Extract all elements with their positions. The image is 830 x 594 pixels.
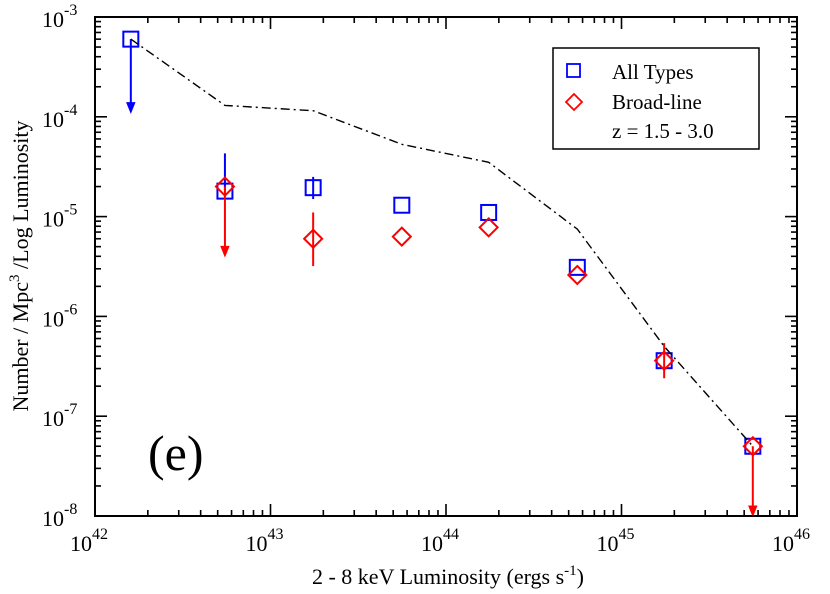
- square-marker: [393, 196, 411, 214]
- data-point: [391, 226, 413, 248]
- diamond-marker: [391, 226, 413, 248]
- data-point: [122, 30, 140, 115]
- panel-label: (e): [148, 425, 204, 481]
- y-tick-label: 10-6: [42, 301, 77, 331]
- legend-marker-broad-line: [564, 92, 584, 112]
- data-point: [742, 435, 764, 518]
- data-point: [478, 216, 500, 238]
- plot-frame: [94, 16, 798, 517]
- data-point: [653, 343, 675, 379]
- y-tick-label: 10-4: [42, 102, 77, 132]
- tick-labels: 1042 1043 1044 1045 1046 10-8 10-7 10-6 10-5 10-4…: [42, 2, 810, 556]
- y-axis-title-sup: 3: [7, 274, 23, 282]
- y-tick-label: 10-8: [42, 501, 77, 531]
- legend-label-all-types: All Types: [612, 60, 694, 84]
- diamond-marker: [302, 228, 324, 250]
- series-broad-line: [214, 176, 764, 518]
- data-point: [304, 176, 322, 200]
- data-point: [566, 264, 588, 286]
- diamond-marker: [653, 350, 675, 372]
- legend-marker-all-types: [566, 63, 581, 78]
- y-tick-label: 10-3: [42, 2, 77, 32]
- x-tick-label: 1045: [597, 526, 635, 556]
- data-point: [393, 196, 411, 214]
- y-tick-label: 10-7: [42, 401, 77, 431]
- data-point: [214, 176, 236, 258]
- y-tick-label: 10-5: [42, 202, 77, 232]
- x-axis-title: 2 - 8 keV Luminosity (ergs s-1): [312, 563, 584, 589]
- series-all-types: [122, 30, 762, 455]
- upper-limit-arrow-head: [748, 505, 758, 518]
- x-axis-title-sup: -1: [564, 563, 577, 579]
- data-point: [480, 203, 498, 221]
- x-axis-title-end: ): [577, 564, 584, 589]
- square-marker: [304, 179, 322, 197]
- x-axis-title-main: 2 - 8 keV Luminosity (ergs s: [312, 564, 564, 589]
- y-axis-title-main: Number / Mpc: [8, 282, 33, 412]
- x-tick-label: 1042: [70, 526, 108, 556]
- upper-limit-arrow-head: [220, 245, 230, 258]
- legend-box: [552, 47, 760, 150]
- diamond-marker: [566, 264, 588, 286]
- diamond-marker: [214, 176, 236, 197]
- x-tick-label: 1043: [246, 526, 284, 556]
- y-axis-title: Number / Mpc3 /Log Luminosity: [7, 120, 33, 411]
- y-axis-title-end: /Log Luminosity: [8, 120, 33, 274]
- model-curve-line: [130, 38, 754, 447]
- square-marker: [568, 258, 586, 276]
- x-tick-label: 1046: [772, 526, 810, 556]
- legend-note-redshift: z = 1.5 - 3.0: [612, 119, 714, 143]
- x-tick-label: 1044: [421, 526, 459, 556]
- square-marker: [480, 203, 498, 221]
- upper-limit-arrow-head: [126, 102, 136, 115]
- diamond-marker: [478, 216, 500, 238]
- series-model-curve: [130, 38, 754, 447]
- plot-area: [122, 30, 764, 518]
- legend-label-broad-line: Broad-line: [612, 90, 702, 114]
- square-marker: [122, 30, 140, 48]
- diamond-marker: [742, 435, 764, 457]
- data-point: [302, 212, 324, 266]
- data-point: [568, 258, 586, 276]
- legend: All Types Broad-line z = 1.5 - 3.0: [552, 47, 760, 150]
